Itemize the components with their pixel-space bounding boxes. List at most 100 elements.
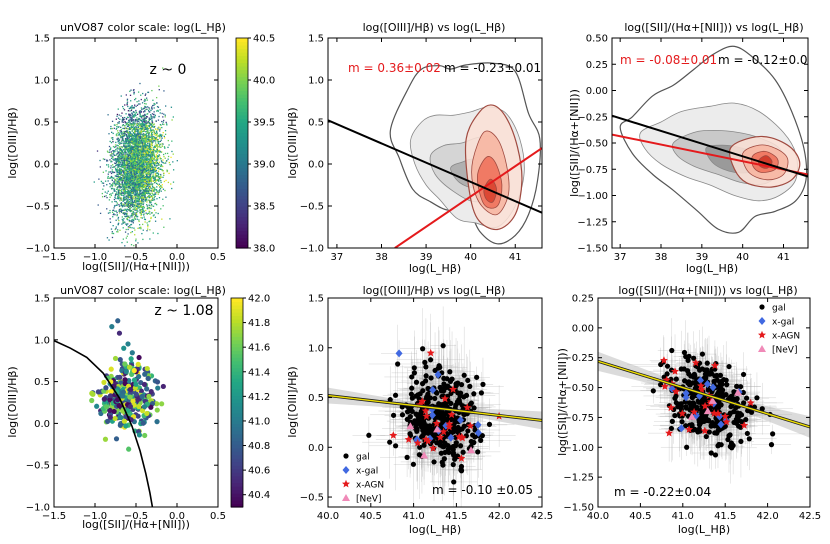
panel-0-point	[135, 162, 137, 164]
panel-0-point	[139, 211, 141, 213]
panel-0-point	[132, 135, 134, 137]
panel-0-point	[138, 186, 141, 188]
panel-0-point	[130, 89, 132, 91]
panel-0-point	[147, 151, 149, 154]
panel-0-point	[125, 154, 127, 157]
panel-0-point	[140, 213, 143, 215]
panel-0-point	[126, 217, 128, 220]
panel-0-point	[150, 155, 153, 157]
panel-0-point	[161, 184, 163, 186]
panel-0-point	[122, 192, 124, 194]
panel-0-point	[160, 165, 162, 168]
panel-0-point	[142, 148, 144, 150]
panel-0-point	[155, 170, 157, 173]
panel-0-point	[153, 162, 156, 164]
panel-0-point	[153, 154, 155, 156]
panel-0-point	[134, 190, 136, 192]
panel-0-point	[148, 139, 150, 142]
panel-0-point	[156, 183, 159, 185]
panel-0-point	[140, 110, 142, 113]
panel-0-point	[129, 122, 131, 124]
panel-0-point	[134, 159, 136, 161]
panel-0-point	[134, 147, 136, 150]
panel-0-point	[147, 188, 149, 190]
panel-0-point	[150, 176, 153, 178]
panel-0-point	[116, 171, 118, 174]
panel-0-point	[136, 101, 138, 103]
panel-0-point	[126, 166, 129, 169]
panel-0-point	[130, 170, 132, 172]
panel-0-point	[129, 134, 131, 136]
panel-0-point	[151, 171, 153, 173]
panel-0-point	[130, 109, 133, 112]
panel-0-point	[119, 168, 121, 170]
panel-0-point	[136, 174, 138, 177]
panel-0-point	[149, 118, 152, 121]
panel-0-point	[145, 128, 148, 130]
panel-0-point	[136, 122, 138, 124]
panel-0-point	[106, 237, 109, 239]
panel-0-point	[145, 144, 147, 146]
panel-0-point	[153, 133, 155, 136]
panel-0-point	[138, 190, 141, 192]
panel-0-point	[132, 169, 134, 171]
panel-0-point	[144, 218, 147, 221]
panel-0-point	[114, 183, 116, 186]
panel-0-point	[98, 178, 100, 180]
panel-0-point	[143, 216, 145, 218]
panel-0-point	[118, 219, 120, 222]
panel-0-point	[143, 164, 145, 167]
panel-0-point	[137, 197, 139, 200]
panel-0-point	[130, 155, 133, 158]
panel-0-point	[137, 227, 139, 230]
panel-0-point	[146, 144, 148, 146]
panel-0-point	[137, 143, 139, 145]
panel-0-point	[106, 164, 108, 166]
panel-0-point	[144, 146, 147, 148]
panel-0-point	[155, 180, 157, 182]
panel-0-point	[148, 174, 150, 176]
panel-0-point	[134, 123, 136, 125]
panel-0-point	[150, 153, 152, 155]
panel-0-point	[152, 161, 154, 164]
panel-0-point	[133, 216, 136, 218]
panel-0-point	[138, 181, 140, 183]
panel-0-point	[149, 174, 152, 176]
panel-0-point	[120, 126, 122, 129]
panel-0-point	[145, 158, 147, 161]
panel-0-point	[152, 141, 154, 143]
panel-0-point	[106, 196, 108, 199]
panel-0-point	[127, 226, 130, 228]
panel-0-point	[126, 168, 129, 171]
panel-0-point	[119, 130, 121, 132]
panel-0-point	[115, 148, 117, 151]
panel-0-point	[127, 195, 129, 198]
panel-0-point	[113, 150, 115, 152]
panel-0-point	[140, 163, 142, 166]
panel-0-point	[127, 199, 129, 201]
panel-0-point	[124, 165, 127, 167]
panel-0-point	[157, 175, 159, 177]
panel-0-point	[117, 137, 119, 139]
panel-0-point	[118, 189, 120, 192]
panel-0-point	[141, 122, 144, 124]
panel-0-point	[125, 177, 127, 179]
panel-0-point	[112, 145, 115, 148]
panel-0-point	[136, 167, 138, 169]
panel-0-point	[146, 213, 149, 215]
panel-0-point	[112, 150, 114, 152]
panel-0-point	[134, 138, 137, 140]
panel-0-point	[144, 149, 146, 151]
panel-0-point	[121, 178, 124, 180]
panel-0-point	[158, 179, 160, 181]
panel-0-point	[113, 124, 116, 126]
panel-0-point	[132, 211, 135, 213]
panel-0-point	[115, 219, 117, 221]
panel-0-point	[151, 163, 153, 166]
panel-0-point	[127, 204, 129, 206]
panel-0-point	[157, 144, 159, 146]
panel-0-point	[148, 166, 151, 169]
panel-0-point	[115, 179, 117, 181]
panel-0-point	[122, 119, 124, 121]
panel-0-point	[120, 186, 122, 188]
